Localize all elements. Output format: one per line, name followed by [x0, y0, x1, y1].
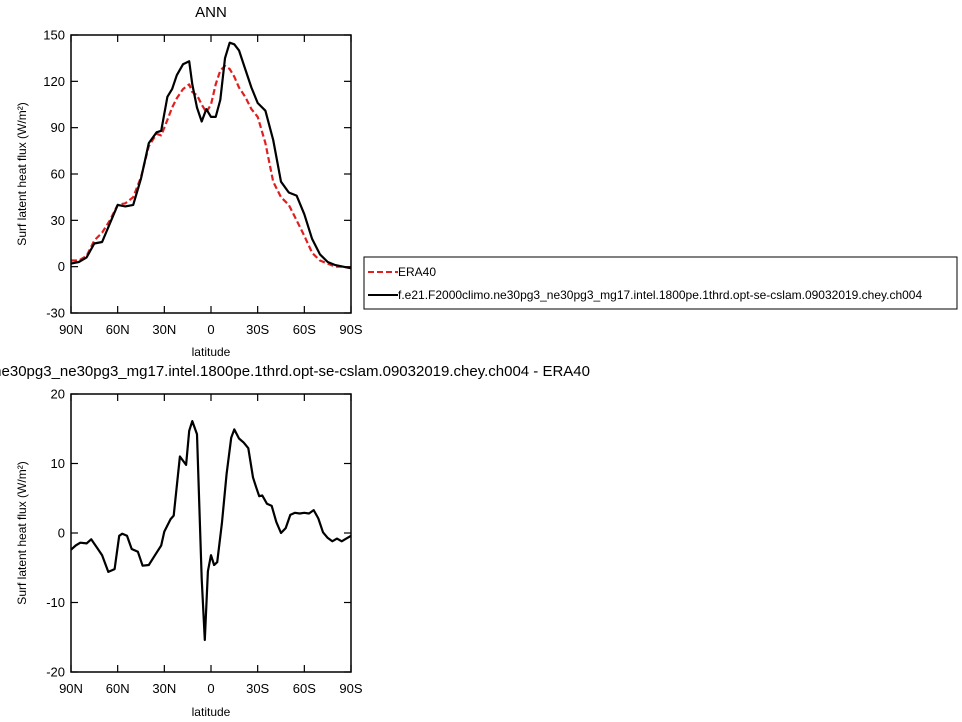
x-tick-label: 90N — [59, 322, 83, 337]
x-tick-label: 90S — [339, 322, 362, 337]
y-tick-label: 0 — [58, 526, 65, 541]
y-tick-label: -30 — [46, 306, 65, 321]
legend-entry-model: f.e21.F2000climo.ne30pg3_ne30pg3_mg17.in… — [398, 288, 922, 302]
y-tick-label: -20 — [46, 665, 65, 680]
bottom-series-lines — [70, 420, 352, 642]
x-tick-label: 60S — [293, 681, 316, 696]
y-tick-label: 120 — [43, 74, 65, 89]
y-tick-label: 20 — [51, 387, 65, 402]
x-tick-label: 60N — [106, 681, 130, 696]
x-tick-label: 30N — [152, 681, 176, 696]
y-tick-label: -10 — [46, 595, 65, 610]
top-series-lines — [70, 41, 352, 270]
y-tick-label: 10 — [51, 456, 65, 471]
top-y-axis-label: Surf latent heat flux (W/m²) — [15, 102, 29, 245]
y-tick-label: 0 — [58, 259, 65, 274]
legend-box — [363, 256, 958, 310]
top-line-chart: ANN -30 0 30 60 90 120 150 90N 60N 30N 0 30S 60S 90S… — [15, 4, 363, 359]
legend-entry-era40: ERA40 — [398, 265, 436, 279]
series-line-1 — [70, 41, 352, 270]
legend: ERA40 f.e21.F2000climo.ne30pg3_ne30pg3_m… — [363, 256, 958, 310]
series-line-0 — [70, 420, 352, 642]
x-tick-label: 90N — [59, 681, 83, 696]
top-plot-frame — [70, 34, 352, 314]
top-chart-title: ANN — [195, 4, 227, 21]
y-tick-label: 90 — [51, 120, 65, 135]
y-tick-label: 60 — [51, 167, 65, 182]
x-tick-label: 0 — [207, 322, 214, 337]
top-axis-ticks — [70, 34, 352, 314]
bottom-x-axis-label: latitude — [192, 705, 231, 719]
bottom-plot-frame — [70, 393, 352, 673]
x-tick-label: 90S — [339, 681, 362, 696]
y-tick-label: 150 — [43, 28, 65, 43]
y-tick-label: 30 — [51, 213, 65, 228]
top-x-axis-label: latitude — [192, 345, 231, 359]
top-x-tick-labels: 90N 60N 30N 0 30S 60S 90S — [59, 322, 363, 337]
bottom-x-tick-labels: 90N 60N 30N 0 30S 60S 90S — [59, 681, 363, 696]
x-tick-label: 0 — [207, 681, 214, 696]
x-tick-label: 30S — [246, 681, 269, 696]
x-tick-label: 30N — [152, 322, 176, 337]
x-tick-label: 60N — [106, 322, 130, 337]
series-line-0 — [71, 64, 352, 270]
bottom-axis-ticks — [70, 393, 352, 673]
bottom-chart-title: f.e21.F2000climo.ne30pg3_ne30pg3_mg17.in… — [0, 363, 590, 380]
bottom-line-chart: f.e21.F2000climo.ne30pg3_ne30pg3_mg17.in… — [0, 363, 590, 719]
x-tick-label: 60S — [293, 322, 316, 337]
x-tick-label: 30S — [246, 322, 269, 337]
bottom-y-axis-label: Surf latent heat flux (W/m²) — [15, 461, 29, 604]
top-y-tick-labels: -30 0 30 60 90 120 150 — [43, 28, 65, 321]
bottom-y-tick-labels: -20 -10 0 10 20 — [46, 387, 65, 680]
